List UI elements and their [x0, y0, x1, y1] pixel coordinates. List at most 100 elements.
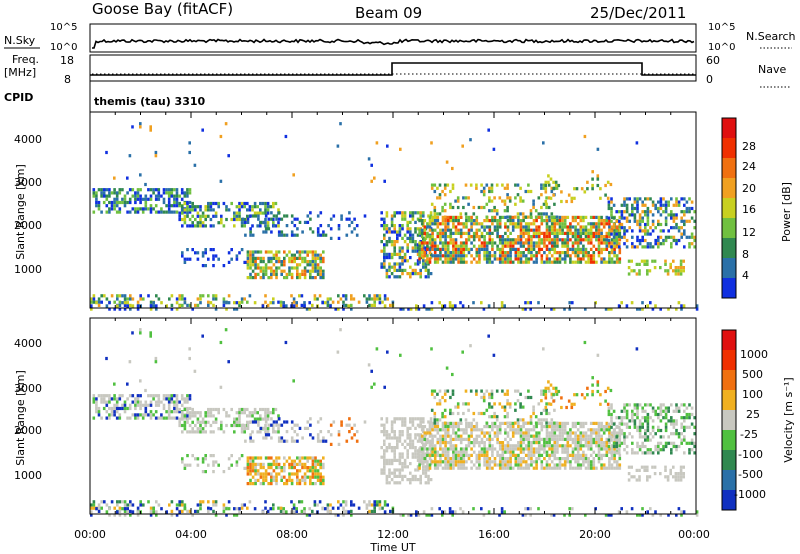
heatmap-cell: [433, 434, 437, 438]
heatmap-cell: [385, 481, 389, 485]
heatmap-cell: [545, 228, 549, 232]
heatmap-cell: [514, 402, 517, 406]
heatmap-cell: [570, 199, 574, 204]
heatmap-cell: [428, 225, 432, 229]
heatmap-cell: [667, 229, 670, 233]
heatmap-cell: [446, 241, 450, 245]
heatmap-cell: [393, 265, 396, 269]
heatmap-cell: [322, 233, 325, 237]
heatmap-cell: [433, 411, 437, 416]
heatmap-cell: [519, 251, 523, 255]
heatmap-cell: [465, 231, 468, 235]
heatmap-cell: [600, 421, 603, 425]
heatmap-cell: [385, 268, 389, 272]
heatmap-cell: [100, 397, 103, 401]
heatmap-cell: [411, 240, 415, 244]
heatmap-cell: [301, 230, 304, 234]
heatmap-cell: [196, 427, 200, 431]
heatmap-cell: [451, 205, 455, 210]
heatmap-cell: [406, 230, 409, 234]
heatmap-cell: [618, 222, 622, 226]
heatmap-cell: [149, 510, 153, 514]
heatmap-cell: [491, 425, 494, 429]
heatmap-cell: [383, 458, 386, 462]
heatmap-cell: [532, 222, 536, 226]
heatmap-cell: [555, 215, 559, 219]
heatmap-cell: [436, 425, 440, 429]
heatmap-cell: [511, 238, 515, 242]
heatmap-cell: [266, 411, 270, 415]
heatmap-cell: [607, 406, 611, 410]
heatmap-cell: [441, 411, 444, 416]
heatmap-cell: [160, 207, 163, 211]
heatmap-cell: [670, 242, 673, 246]
heatmap-cell: [256, 417, 259, 421]
heatmap-cell: [246, 466, 250, 470]
heatmap-cell: [254, 466, 257, 470]
heatmap-cell: [563, 225, 567, 229]
heatmap-cell: [227, 414, 231, 418]
heatmap-cell: [385, 417, 389, 421]
heatmap-cell: [571, 301, 574, 305]
heatmap-cell: [693, 238, 696, 243]
heatmap-cell: [480, 225, 484, 229]
heatmap-cell: [517, 441, 520, 445]
heatmap-cell: [449, 251, 453, 255]
heatmap-cell: [679, 472, 683, 476]
heatmap-cell: [664, 210, 668, 214]
heatmap-cell: [380, 471, 383, 475]
heatmap-cell: [433, 222, 437, 226]
heatmap-cell: [459, 447, 463, 451]
heatmap-cell: [207, 500, 210, 504]
heatmap-cell: [340, 420, 343, 424]
heatmap-cell: [251, 420, 255, 424]
heatmap-cell: [416, 252, 420, 256]
heatmap-cell: [439, 457, 442, 461]
heatmap-cell: [446, 421, 450, 425]
heatmap-cell: [316, 227, 320, 231]
heatmap-cell: [272, 221, 275, 225]
heatmap-cell: [618, 441, 622, 445]
heatmap-cell: [123, 509, 127, 513]
heatmap-cell: [672, 213, 676, 217]
heatmap-cell: [290, 472, 294, 476]
heatmap-cell: [582, 219, 585, 223]
heatmap-cell: [454, 453, 458, 457]
heatmap-cell: [589, 215, 593, 219]
heatmap-cell: [167, 191, 171, 195]
heatmap-cell: [636, 428, 639, 433]
heatmap-cell: [477, 411, 481, 416]
heatmap-cell: [618, 444, 622, 448]
heatmap-cell: [422, 256, 425, 260]
heatmap-cell: [178, 423, 181, 428]
heatmap-cell: [532, 247, 536, 251]
heatmap-cell: [277, 260, 281, 264]
colorbar-swatch: [722, 138, 736, 159]
heatmap-cell: [535, 463, 538, 467]
heatmap-cell: [657, 428, 660, 433]
heatmap-cell: [314, 250, 317, 254]
heatmap-cell: [309, 469, 312, 473]
heatmap-cell: [608, 447, 611, 451]
heatmap-cell: [301, 462, 304, 466]
heatmap-cell: [465, 431, 468, 435]
heatmap-cell: [290, 272, 294, 276]
heatmap-cell: [149, 403, 153, 407]
heatmap-cell: [607, 438, 611, 442]
heatmap-cell: [579, 251, 583, 255]
heatmap-cell: [532, 244, 536, 248]
heatmap-cell: [565, 405, 568, 410]
heatmap-cell: [550, 215, 554, 219]
heatmap-cell: [615, 416, 618, 420]
heatmap-cell: [380, 423, 383, 427]
heatmap-cell: [375, 141, 379, 145]
heatmap-cell: [461, 144, 464, 148]
heatmap-cell: [251, 462, 255, 466]
heatmap-cell: [100, 400, 103, 404]
heatmap-cell: [504, 457, 507, 461]
heatmap-cell: [154, 210, 158, 214]
heatmap-cell: [212, 264, 215, 268]
heatmap-cell: [467, 231, 471, 235]
heatmap-cell: [439, 453, 442, 457]
heatmap-cell: [563, 457, 567, 461]
